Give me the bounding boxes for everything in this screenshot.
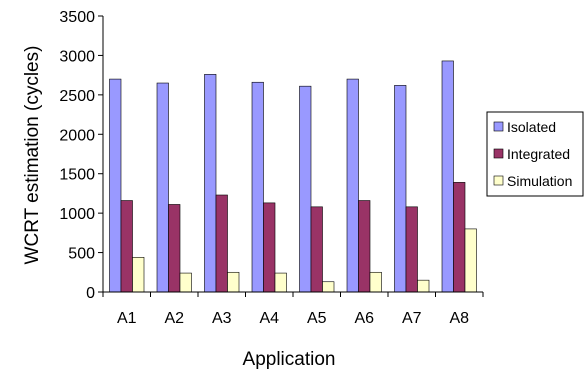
bar-integrated-a7: [405, 206, 418, 293]
bar-simulation-a1: [132, 257, 145, 293]
bar-isolated-a4: [251, 81, 264, 293]
bar-isolated-a1: [109, 78, 122, 293]
bar-isolated-a7: [394, 85, 407, 293]
y-tick-label: 3000: [59, 48, 95, 65]
x-tick-label: A6: [354, 310, 374, 327]
y-tick-label: 1000: [59, 206, 95, 223]
x-tick-label: A1: [117, 310, 137, 327]
bar-integrated-a2: [168, 204, 181, 293]
legend-label-simulation: Simulation: [507, 173, 572, 189]
legend-label-integrated: Integrated: [507, 146, 570, 162]
legend-swatch-integrated: [493, 148, 504, 159]
y-axis-ticks: 0 500 1000 1500 2000 2500 3000 3500: [59, 9, 103, 302]
bar-isolated-a5: [299, 85, 312, 293]
y-tick-label: 3500: [59, 9, 95, 26]
x-tick-label: A3: [212, 310, 232, 327]
bar-integrated-a8: [453, 182, 466, 293]
x-tick-label: A8: [449, 310, 469, 327]
y-tick-label: 500: [68, 246, 95, 263]
bar-simulation-a6: [369, 271, 382, 293]
bars-layer: [109, 60, 477, 293]
bar-isolated-a8: [441, 60, 454, 293]
legend-swatch-simulation: [493, 175, 504, 186]
bar-integrated-a6: [358, 200, 371, 293]
x-tick-label: A5: [307, 310, 327, 327]
y-tick-label: 0: [86, 285, 95, 302]
legend-label-isolated: Isolated: [507, 119, 556, 135]
bar-simulation-a3: [227, 271, 240, 293]
bar-integrated-a3: [215, 194, 228, 293]
bar-integrated-a1: [120, 200, 133, 293]
bar-simulation-a7: [417, 279, 430, 293]
legend: Isolated Integrated Simulation: [486, 111, 584, 197]
y-tick-label: 2000: [59, 127, 95, 144]
bar-isolated-a6: [346, 78, 359, 293]
bar-integrated-a5: [310, 206, 323, 293]
bar-integrated-a4: [263, 202, 276, 293]
legend-swatch-isolated: [493, 121, 504, 132]
bar-isolated-a2: [156, 82, 169, 293]
y-axis-title: WCRT estimation (cycles): [22, 46, 43, 265]
x-tick-label: A4: [259, 310, 279, 327]
bar-simulation-a2: [179, 272, 192, 293]
x-tick-label: A2: [164, 310, 184, 327]
x-axis-title: Application: [243, 349, 336, 370]
bar-simulation-a5: [322, 281, 335, 293]
y-tick-label: 1500: [59, 167, 95, 184]
y-tick-label: 2500: [59, 88, 95, 105]
bar-simulation-a8: [464, 228, 477, 293]
x-axis-ticks: A1 A2 A3 A4 A5 A6 A7 A8: [102, 292, 484, 327]
bar-isolated-a3: [204, 74, 217, 293]
x-tick-label: A7: [402, 310, 422, 327]
bar-simulation-a4: [274, 272, 287, 293]
